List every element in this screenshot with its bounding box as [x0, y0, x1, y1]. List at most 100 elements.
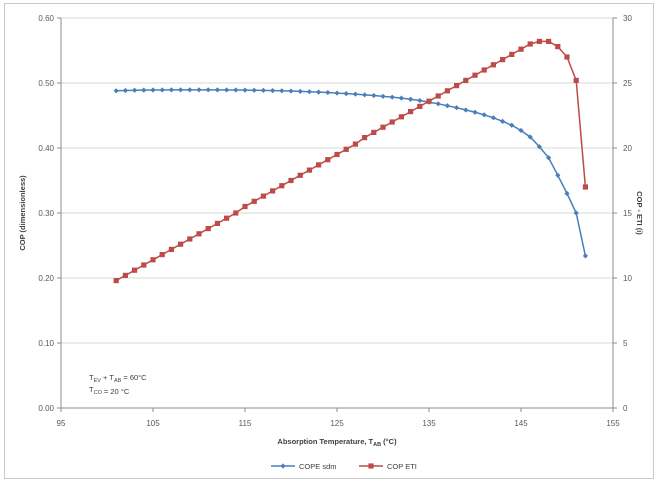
series-1-point-37: [454, 83, 460, 89]
series-0-point-35: [435, 101, 441, 107]
series-1-point-20: [297, 172, 303, 178]
x-tick-label-0: 95: [57, 419, 66, 428]
series-1-point-16: [260, 193, 266, 199]
y-tick-label-2: 0.20: [38, 274, 54, 283]
series-0-point-29: [380, 93, 386, 99]
series-1-point-50: [573, 77, 579, 83]
series-0-point-26: [352, 91, 358, 97]
series-0-point-2: [132, 87, 138, 93]
series-0-point-22: [316, 89, 322, 95]
series-0-point-45: [527, 134, 533, 140]
legend: COPE sdm COP ETI: [271, 462, 417, 471]
series-1-point-31: [398, 114, 404, 120]
series-0-point-41: [490, 115, 496, 121]
series-1-point-9: [196, 231, 202, 237]
series-line-0: [116, 89, 587, 257]
series-1-point-42: [500, 57, 506, 63]
series-0-point-21: [306, 89, 312, 95]
annotation-line-0: TEV + TAB = 60°C: [89, 373, 147, 384]
series-1-point-0: [113, 278, 119, 284]
series-1-point-26: [352, 141, 358, 147]
y-tick-label-1: 0.10: [38, 339, 54, 348]
series-1-point-23: [325, 157, 331, 163]
x-tick-label-3: 125: [330, 419, 344, 428]
series-0-point-28: [371, 92, 377, 99]
series-1-point-2: [132, 267, 138, 273]
series-1-point-30: [389, 119, 395, 125]
series-0-point-5: [159, 87, 165, 93]
series-0-point-50: [573, 210, 579, 216]
series-0-point-46: [536, 144, 542, 150]
series-0-point-1: [122, 87, 128, 94]
y2-tick-label-4: 20: [623, 144, 632, 153]
series-1-point-46: [536, 38, 542, 44]
series-1-point-21: [306, 167, 312, 173]
series-0-point-3: [141, 87, 147, 93]
x-tick-label-2: 115: [239, 419, 252, 428]
series-0-point-16: [260, 87, 266, 94]
series-1-point-4: [150, 257, 156, 263]
series-1-point-7: [178, 241, 184, 247]
series-line-1: [115, 40, 587, 282]
series-1-point-22: [316, 162, 322, 168]
series-1-point-17: [270, 188, 276, 194]
series-0-point-48: [555, 172, 561, 178]
series-0-point-7: [178, 87, 184, 93]
series-1-point-35: [435, 93, 441, 99]
y2-tick-label-2: 10: [623, 274, 632, 283]
series-0-point-25: [343, 90, 349, 97]
series-0-point-30: [389, 94, 395, 100]
x-tick-label-5: 145: [514, 419, 528, 428]
series-0-point-15: [251, 87, 257, 93]
series-1-point-11: [214, 220, 220, 226]
series-1-point-45: [527, 41, 533, 47]
series-0-point-31: [398, 95, 404, 101]
series-0-point-51: [582, 253, 588, 259]
series-0-point-8: [187, 87, 193, 93]
y-tick-label-6: 0.60: [38, 14, 54, 23]
x-tick-label-1: 105: [146, 419, 160, 428]
series-0-point-42: [500, 118, 506, 124]
series-1-point-13: [233, 210, 239, 216]
series-1-point-29: [380, 124, 386, 130]
series-0-point-9: [196, 87, 202, 93]
series-1-point-38: [463, 77, 469, 83]
y2-tick-label-3: 15: [623, 209, 632, 218]
series-1-point-41: [490, 62, 496, 68]
series-1-point-49: [564, 54, 570, 60]
series-0-point-36: [444, 103, 450, 109]
y2-tick-label-5: 25: [623, 79, 632, 88]
series-0-point-6: [168, 87, 174, 93]
series-1-point-33: [417, 103, 423, 109]
series-1-point-24: [334, 151, 340, 158]
series-0-point-32: [408, 96, 414, 102]
series-1-point-6: [168, 246, 174, 252]
series-1-point-18: [279, 183, 285, 189]
series-1-point-28: [371, 129, 377, 135]
series-0-point-10: [205, 87, 211, 93]
series-0-point-13: [233, 87, 239, 93]
y-tick-label-4: 0.40: [38, 144, 54, 153]
series-0-point-40: [481, 112, 487, 118]
series-0-point-47: [546, 155, 552, 161]
series-1-point-8: [187, 236, 193, 242]
series-1-point-39: [472, 72, 478, 78]
axes: [57, 17, 617, 412]
series-1-point-48: [555, 44, 561, 50]
series-0-point-43: [509, 122, 515, 128]
series-1-point-51: [582, 184, 588, 190]
series-0-point-12: [224, 87, 230, 93]
x-tick-label-6: 155: [606, 419, 620, 428]
series-1-point-44: [518, 46, 524, 52]
series-1-point-14: [242, 203, 248, 210]
series-1-point-43: [509, 51, 515, 57]
y-tick-label-0: 0.00: [38, 404, 54, 413]
series-1-point-34: [426, 98, 432, 104]
legend-label-1: COP ETI: [387, 462, 417, 471]
chart-frame: 0.00 0.10 0.20 0.30 0.40 0.50 0.60 0 5 10 15 20 25 30…: [4, 3, 654, 479]
y2-tick-label-6: 30: [623, 14, 632, 23]
series-1-point-27: [362, 135, 368, 141]
series-1-point-47: [546, 38, 552, 44]
series-0-point-39: [472, 109, 478, 115]
series-0-point-19: [288, 88, 294, 94]
